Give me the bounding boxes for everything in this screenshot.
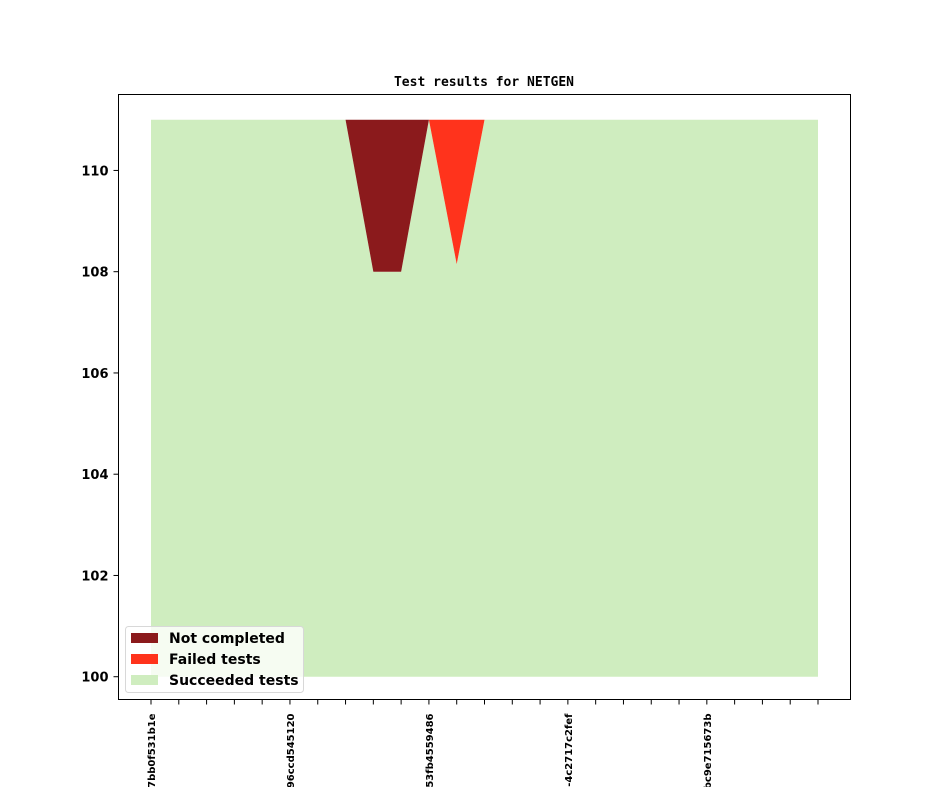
- x-tick-label: -7bb0f531b1e: [147, 713, 158, 787]
- x-tick-label: 53fb4559486: [425, 713, 436, 787]
- legend-swatch: [131, 675, 158, 685]
- legend-label: Failed tests: [169, 652, 261, 668]
- x-tick-label: bc9e715673b: [703, 714, 714, 787]
- legend-box: [125, 626, 304, 693]
- y-axis: 100 102 104 106 108 110: [81, 164, 119, 686]
- legend-label: Succeeded tests: [169, 673, 299, 689]
- y-tick-label: 108: [81, 266, 108, 281]
- y-tick-label: 100: [81, 671, 108, 686]
- legend-swatch: [131, 654, 158, 664]
- x-axis: -7bb0f531b1e -96ccd545120 53fb4559486 l-4c2…: [147, 699, 819, 787]
- legend-swatch: [131, 633, 158, 643]
- area-succeeded-tests: [151, 119, 818, 677]
- x-tick-label: l-4c2717c2fef: [564, 713, 575, 787]
- y-tick-label: 110: [81, 164, 108, 179]
- legend: Not completed Failed tests Succeeded tests: [125, 626, 304, 693]
- plot-areas: [151, 119, 818, 677]
- y-tick-label: 102: [81, 569, 108, 584]
- y-tick-label: 106: [81, 367, 108, 382]
- legend-label: Not completed: [169, 631, 285, 647]
- y-tick-label: 104: [81, 468, 108, 483]
- x-tick-label: -96ccd545120: [286, 713, 297, 787]
- chart-title: Test results for NETGEN: [394, 75, 574, 90]
